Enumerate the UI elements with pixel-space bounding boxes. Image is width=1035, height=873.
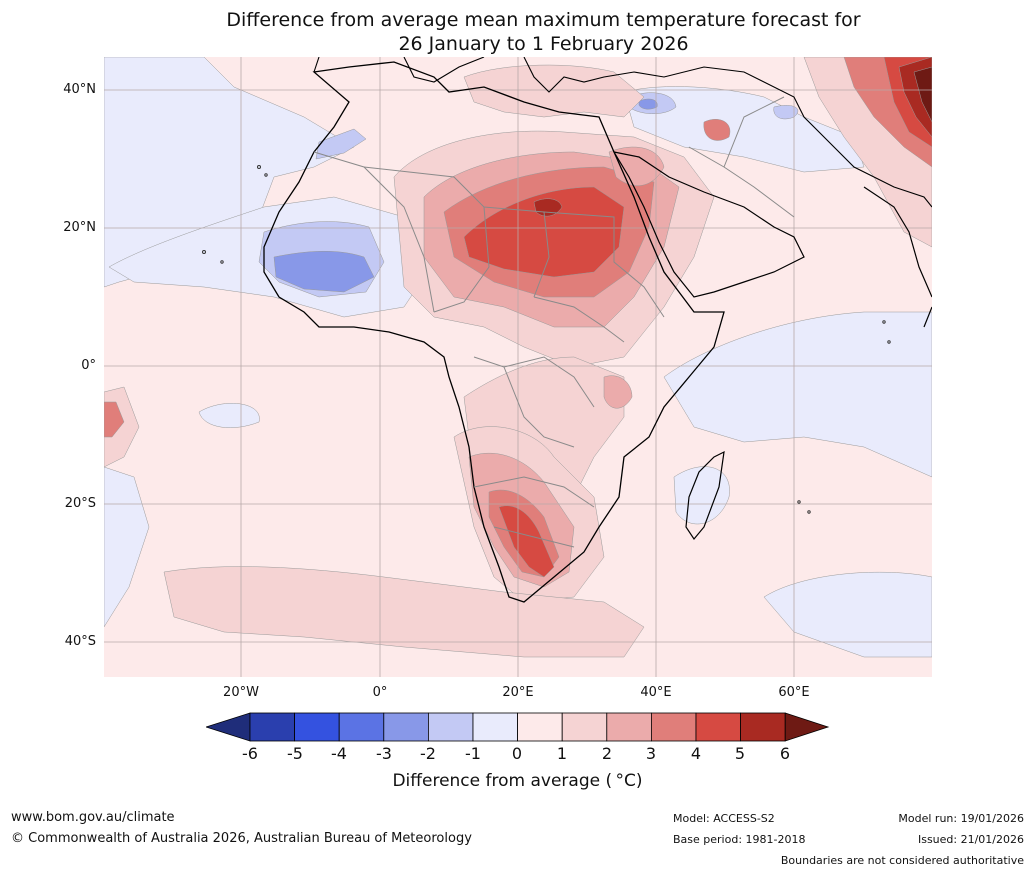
website-link[interactable]: www.bom.gov.au/climate: [11, 810, 175, 825]
anomaly-region-iraq: [703, 119, 731, 141]
lon-label-20e: 20°E: [502, 685, 534, 700]
map-canvas: [104, 57, 932, 677]
africa-coastline: [263, 61, 725, 603]
colorbar-bin-4-5: [695, 712, 741, 742]
colorbar-below-min: [206, 712, 251, 742]
colorbar-tick: -4: [331, 744, 347, 763]
lon-label-20w: 20°W: [223, 685, 259, 700]
anomaly-region-west-africa-warm-3: [104, 401, 125, 438]
country-borders: [313, 96, 795, 548]
colorbar-above-max: [784, 712, 830, 742]
colorbar-bin-m1-0: [472, 712, 518, 742]
title-line-1: Difference from average mean maximum tem…: [226, 9, 861, 31]
anomaly-region-morocco: [315, 128, 367, 160]
colorbar-tick: -2: [420, 744, 436, 763]
islands: [202, 165, 891, 514]
lat-label-20s: 20°S: [64, 496, 96, 511]
anomaly-region-indian-ocean-east: [663, 311, 932, 478]
colorbar-bin-2-3: [606, 712, 652, 742]
anomaly-region-south-atlantic: [198, 403, 260, 428]
colorbar-tick: -3: [376, 744, 392, 763]
lat-label-40s: 40°S: [64, 634, 96, 649]
anomaly-region-southern-indian: [763, 571, 932, 658]
model-run-date: Model run: 19/01/2026: [898, 812, 1024, 825]
base-period: Base period: 1981-2018: [673, 833, 806, 846]
lat-label-0: 0°: [81, 358, 96, 373]
colorbar-tick: -5: [287, 744, 303, 763]
colorbar-bin-m5-m4: [294, 712, 340, 742]
colorbar-bin-1-2: [561, 712, 608, 742]
anomaly-region-southwest-ocean: [104, 466, 150, 628]
colorbar-label: Difference from average ( °C): [392, 771, 643, 791]
colorbar: [206, 712, 830, 742]
colorbar-tick: -6: [242, 744, 258, 763]
model-name: Model: ACCESS-S2: [673, 812, 775, 825]
lon-label-40e: 40°E: [640, 685, 672, 700]
colorbar-bin-m2-m1: [427, 712, 474, 742]
graticule: [104, 57, 932, 677]
europe-coastline: [313, 57, 932, 208]
colorbar-tick: 1: [556, 744, 568, 763]
colorbar-tick: -1: [465, 744, 481, 763]
issued-date: Issued: 21/01/2026: [917, 833, 1024, 846]
madagascar-coastline: [685, 450, 725, 541]
colorbar-bin-m3-m2: [383, 712, 429, 742]
anomaly-region-arabia: [608, 146, 665, 186]
colorbar-tick: 0: [511, 744, 523, 763]
anomaly-region-middle-east: [623, 86, 865, 173]
india-coastline: [863, 186, 932, 328]
lon-label-0: 0°: [372, 685, 388, 700]
colorbar-bin-m6-m5: [249, 712, 295, 742]
colorbar-tick: 6: [779, 744, 791, 763]
lat-label-40n: 40°N: [63, 82, 96, 97]
anomaly-region-southern-africa-4to5: [498, 505, 555, 578]
anomaly-region-sahel-minus3: [273, 250, 375, 293]
colorbar-bin-3-4: [650, 712, 697, 742]
boundaries-disclaimer: Boundaries are not considered authoritat…: [780, 854, 1024, 867]
colorbar-tick: 2: [601, 744, 613, 763]
copyright-text: © Commonwealth of Australia 2026, Austra…: [11, 831, 472, 846]
anomaly-region-atlantic-west: [104, 57, 355, 288]
title-line-2: 26 January to 1 February 2026: [398, 33, 689, 55]
map-title: Difference from average mean maximum tem…: [0, 8, 1035, 56]
colorbar-tick: 4: [690, 744, 702, 763]
colorbar-bin-m4-m3: [338, 712, 385, 742]
anomaly-region-east-africa-2: [603, 375, 633, 409]
forecast-map: [104, 57, 932, 677]
colorbar-bin-5-6: [740, 712, 786, 742]
anomaly-region-turkey-minus3: [638, 98, 658, 110]
colorbar-tick: 3: [645, 744, 657, 763]
colorbar-tick: 5: [734, 744, 746, 763]
colorbar-bin-0-1: [517, 712, 563, 742]
anomaly-region-asia-over6: [913, 66, 932, 123]
anomaly-region-south-ocean-warm: [163, 566, 645, 658]
arabia-coastline: [612, 151, 805, 298]
lat-label-20n: 20°N: [63, 220, 96, 235]
lon-label-60e: 60°E: [778, 685, 810, 700]
